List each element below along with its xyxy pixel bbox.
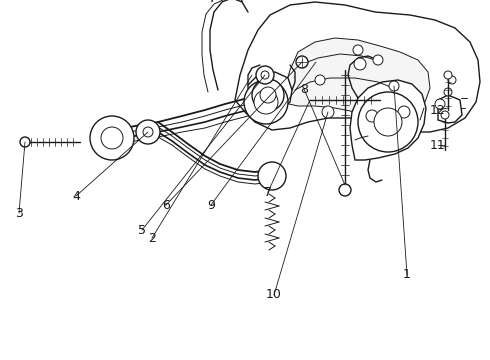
Polygon shape	[438, 95, 462, 123]
Circle shape	[296, 56, 308, 68]
Text: 9: 9	[207, 198, 215, 212]
Circle shape	[256, 66, 274, 84]
Circle shape	[339, 184, 351, 196]
Polygon shape	[280, 38, 430, 116]
Circle shape	[441, 111, 449, 119]
Circle shape	[260, 87, 276, 103]
Circle shape	[136, 120, 160, 144]
Circle shape	[358, 92, 418, 152]
Circle shape	[254, 90, 278, 114]
Text: 3: 3	[15, 207, 23, 220]
Circle shape	[398, 106, 410, 118]
Text: 10: 10	[266, 288, 282, 302]
Circle shape	[374, 108, 402, 136]
Circle shape	[261, 71, 269, 79]
Circle shape	[252, 79, 284, 111]
Polygon shape	[350, 80, 426, 160]
Text: 11: 11	[430, 139, 446, 152]
Text: 1: 1	[403, 269, 411, 282]
Circle shape	[322, 106, 334, 118]
Text: 8: 8	[300, 82, 308, 95]
Circle shape	[444, 88, 452, 96]
Circle shape	[20, 137, 30, 147]
Circle shape	[315, 75, 325, 85]
Text: 12: 12	[430, 104, 446, 117]
Circle shape	[444, 71, 452, 79]
Text: 4: 4	[72, 189, 80, 202]
Circle shape	[101, 127, 123, 149]
Text: 5: 5	[138, 224, 146, 237]
Text: 2: 2	[148, 231, 156, 244]
Polygon shape	[235, 2, 480, 132]
Circle shape	[90, 116, 134, 160]
Polygon shape	[248, 72, 292, 114]
Circle shape	[448, 76, 456, 84]
Circle shape	[366, 110, 378, 122]
Polygon shape	[248, 76, 282, 122]
Circle shape	[435, 99, 445, 109]
Circle shape	[354, 58, 366, 70]
Circle shape	[143, 127, 153, 137]
Circle shape	[389, 81, 399, 91]
Text: 6: 6	[162, 198, 170, 212]
Circle shape	[258, 162, 286, 190]
Text: 7: 7	[264, 185, 272, 198]
Circle shape	[244, 80, 288, 124]
Circle shape	[353, 45, 363, 55]
Circle shape	[373, 55, 383, 65]
